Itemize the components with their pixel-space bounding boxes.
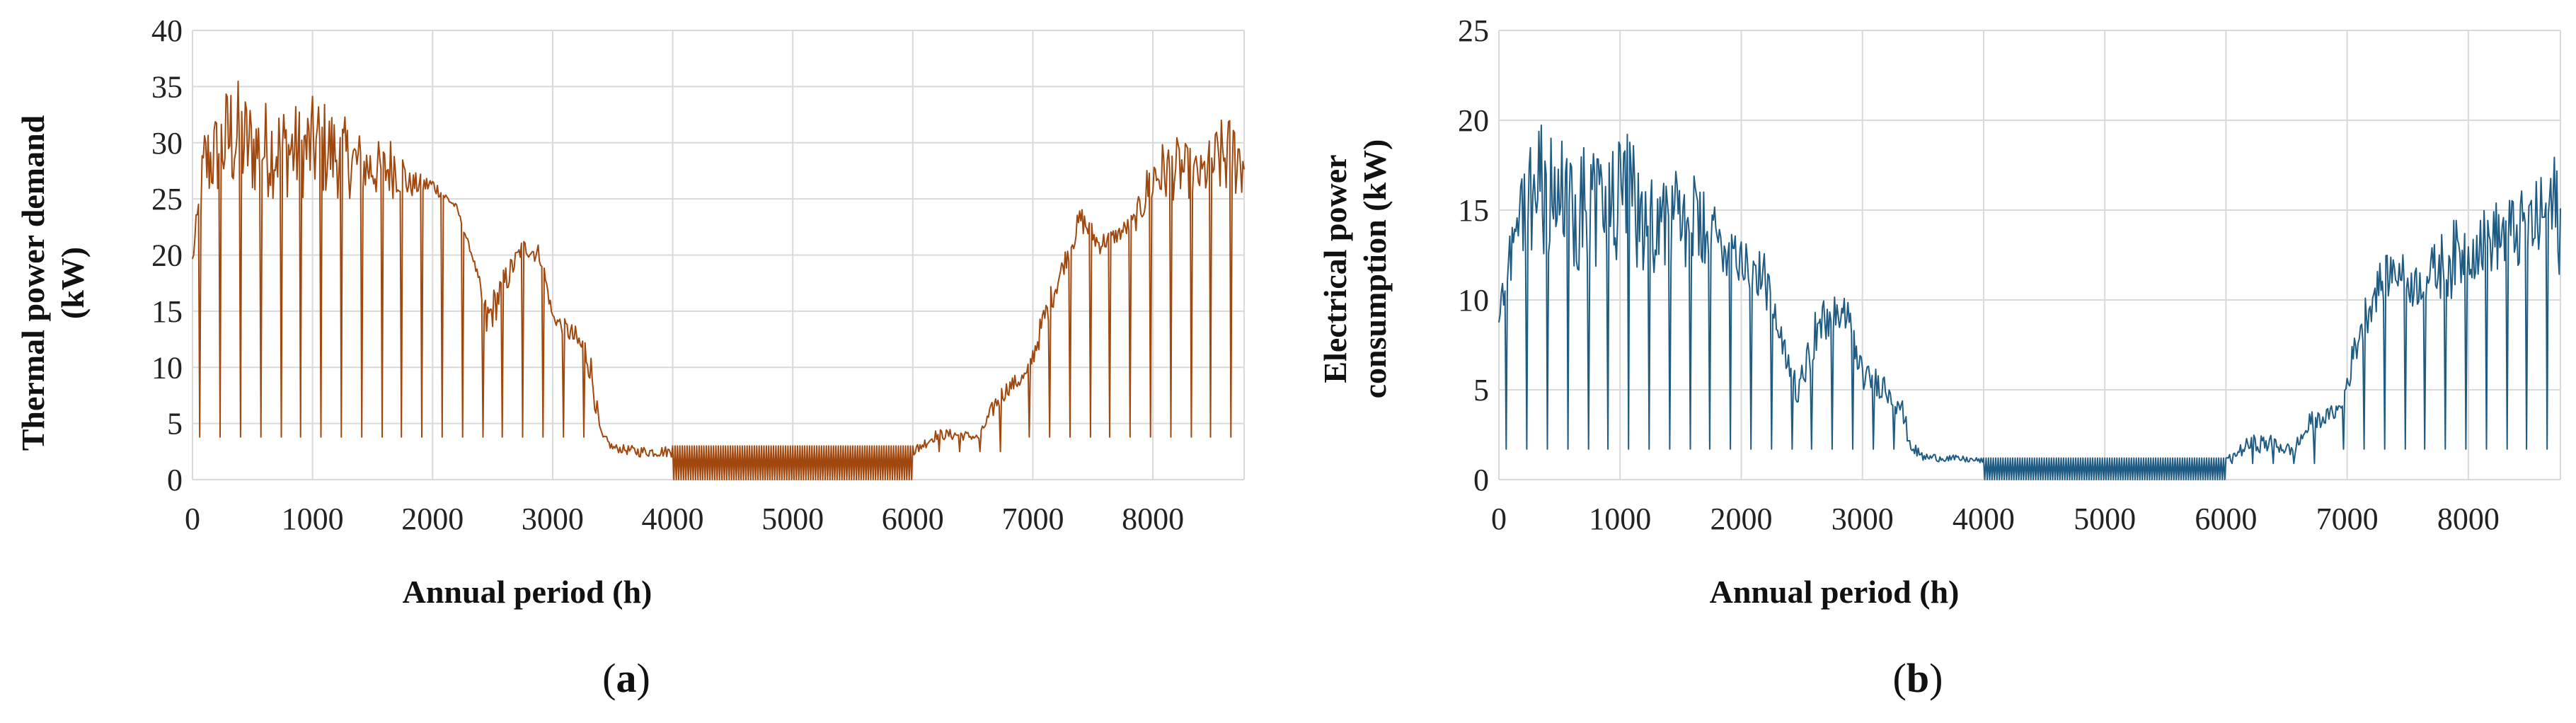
y-tick-label: 10 — [151, 350, 183, 385]
x-axis-label-a: Annual period (h) — [403, 574, 652, 610]
series-line-b — [1498, 125, 2561, 480]
x-tick-label: 3000 — [1832, 502, 1894, 536]
x-tick-label: 1000 — [282, 502, 344, 536]
x-tick-labels-b: 0 1000 2000 3000 4000 5000 6000 7000 8000 — [1491, 502, 2500, 536]
y-axis-label-b-line2: consumption (kW) — [1357, 139, 1393, 399]
panel-caption-b: (b) — [1893, 655, 1943, 701]
y-tick-label: 25 — [1458, 13, 1489, 48]
y-tick-label: 25 — [151, 182, 183, 216]
x-tick-label: 5000 — [761, 502, 824, 536]
series-a — [192, 80, 1245, 480]
chart-b: 0 1000 2000 3000 4000 5000 6000 7000 8000 0 5 10 15… — [1317, 13, 2561, 701]
y-tick-label: 0 — [1473, 463, 1489, 497]
y-axis-label-a-line1: Thermal power demand — [15, 115, 51, 451]
x-tick-label: 3000 — [522, 502, 584, 536]
panel-caption-a: (a) — [602, 655, 650, 701]
y-tick-label: 0 — [167, 463, 183, 497]
y-tick-label: 20 — [1458, 103, 1489, 138]
y-tick-label: 10 — [1458, 283, 1489, 318]
y-tick-labels-a: 0 5 10 15 20 25 30 35 40 — [151, 13, 183, 497]
x-tick-label: 4000 — [1953, 502, 2015, 536]
y-tick-label: 15 — [151, 294, 183, 329]
y-tick-label: 5 — [1473, 373, 1489, 407]
x-tick-label: 5000 — [2074, 502, 2136, 536]
y-tick-label: 5 — [167, 407, 183, 441]
y-tick-labels-b: 0 5 10 15 20 25 — [1458, 13, 1489, 497]
x-tick-label: 8000 — [2437, 502, 2500, 536]
x-tick-label: 7000 — [2316, 502, 2379, 536]
y-axis-label-b-line1: Electrical power — [1317, 154, 1353, 383]
x-tick-label: 2000 — [401, 502, 464, 536]
x-tick-label: 2000 — [1710, 502, 1772, 536]
x-tick-label: 7000 — [1001, 502, 1064, 536]
x-axis-label-b: Annual period (h) — [1710, 574, 1960, 610]
panel-letter-b: b — [1907, 655, 1929, 701]
panel-letter-a: a — [616, 655, 637, 701]
x-tick-label: 8000 — [1122, 502, 1184, 536]
y-axis-label-a-line2: (kW) — [54, 247, 91, 319]
x-tick-label: 6000 — [2195, 502, 2257, 536]
y-tick-label: 15 — [1458, 193, 1489, 228]
series-b — [1498, 125, 2561, 480]
x-tick-label: 0 — [1491, 502, 1507, 536]
x-tick-label: 1000 — [1589, 502, 1651, 536]
y-tick-label: 20 — [151, 238, 183, 273]
y-tick-label: 40 — [151, 13, 183, 48]
grid-b — [1498, 30, 2561, 480]
x-tick-label: 4000 — [642, 502, 704, 536]
y-tick-label: 35 — [151, 69, 183, 104]
x-tick-labels-a: 0 1000 2000 3000 4000 5000 6000 7000 8000 — [185, 502, 1184, 536]
chart-a: 0 1000 2000 3000 4000 5000 6000 7000 8000 0 5 10 15… — [15, 13, 1245, 701]
x-tick-label: 0 — [185, 502, 200, 536]
series-line-a — [192, 80, 1245, 480]
y-tick-label: 30 — [151, 126, 183, 161]
x-tick-label: 6000 — [882, 502, 944, 536]
grid-a — [192, 30, 1245, 480]
